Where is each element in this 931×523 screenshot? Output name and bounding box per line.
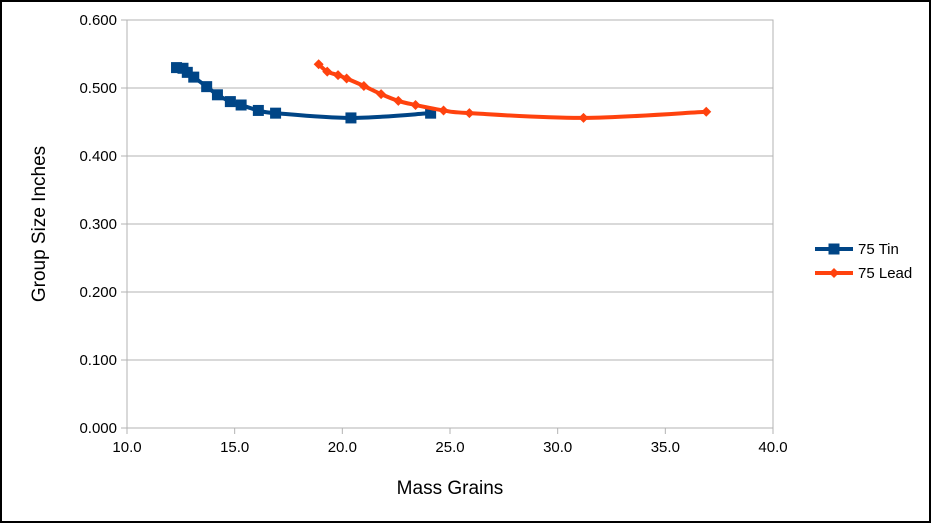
- legend-label: 75 Lead: [858, 265, 912, 282]
- x-tick-label: 20.0: [328, 439, 357, 456]
- x-tick-label: 35.0: [651, 439, 680, 456]
- data-point: [393, 95, 404, 106]
- data-point: [211, 89, 223, 101]
- data-point: [171, 62, 183, 74]
- y-tick-label: 0.000: [79, 420, 117, 437]
- data-point: [252, 104, 264, 116]
- x-tick-label: 25.0: [435, 439, 464, 456]
- data-point: [270, 107, 282, 119]
- y-axis-ticks: 0.000 0.100 0.200 0.300 0.400 0.500 0.600: [79, 12, 127, 437]
- data-point: [313, 59, 324, 70]
- data-point: [376, 89, 387, 100]
- data-point: [235, 99, 247, 111]
- x-tick-label: 40.0: [758, 439, 787, 456]
- plot-area: 10.0 15.0 20.0 25.0 30.0 35.0 40.0 0.0000.1000…: [79, 12, 787, 456]
- y-axis-title: Group Size Inches: [29, 146, 50, 302]
- x-tick-label: 10.0: [112, 439, 141, 456]
- data-point: [345, 112, 357, 124]
- series-75-tin: [171, 62, 437, 124]
- data-point: [578, 112, 589, 123]
- data-point: [181, 66, 193, 78]
- y-tick-label: 0.600: [79, 12, 117, 29]
- data-point: [322, 66, 333, 77]
- legend-label: 75 Tin: [858, 241, 899, 258]
- legend: 75 Tin 75 Lead: [815, 241, 912, 282]
- data-point: [410, 100, 421, 110]
- y-tick-label: 0.100: [79, 352, 117, 369]
- x-axis-ticks: 10.0 15.0 20.0 25.0 30.0 35.0 40.0: [112, 428, 788, 456]
- y-tick-label: 0.300: [79, 216, 117, 233]
- legend-swatch-marker: [829, 268, 839, 278]
- data-point: [341, 73, 352, 84]
- data-point: [464, 108, 475, 119]
- data-point: [201, 81, 213, 93]
- series-layer: [171, 59, 712, 124]
- legend-item: 75 Tin: [815, 241, 899, 258]
- legend-item: 75 Lead: [815, 265, 912, 282]
- y-tick-label: 0.500: [79, 80, 117, 97]
- legend-swatch-marker: [828, 243, 840, 255]
- data-point: [701, 106, 712, 117]
- series-75-lead: [313, 59, 712, 123]
- y-tick-label: 0.200: [79, 284, 117, 301]
- y-tick-label: 0.400: [79, 148, 117, 165]
- x-axis-title: Mass Grains: [397, 478, 504, 499]
- data-point: [425, 107, 437, 119]
- x-tick-label: 30.0: [543, 439, 572, 456]
- data-point: [438, 105, 449, 116]
- x-tick-label: 15.0: [220, 439, 249, 456]
- data-point: [358, 80, 369, 91]
- data-point: [333, 70, 344, 81]
- data-point: [188, 71, 200, 83]
- data-point: [224, 96, 236, 108]
